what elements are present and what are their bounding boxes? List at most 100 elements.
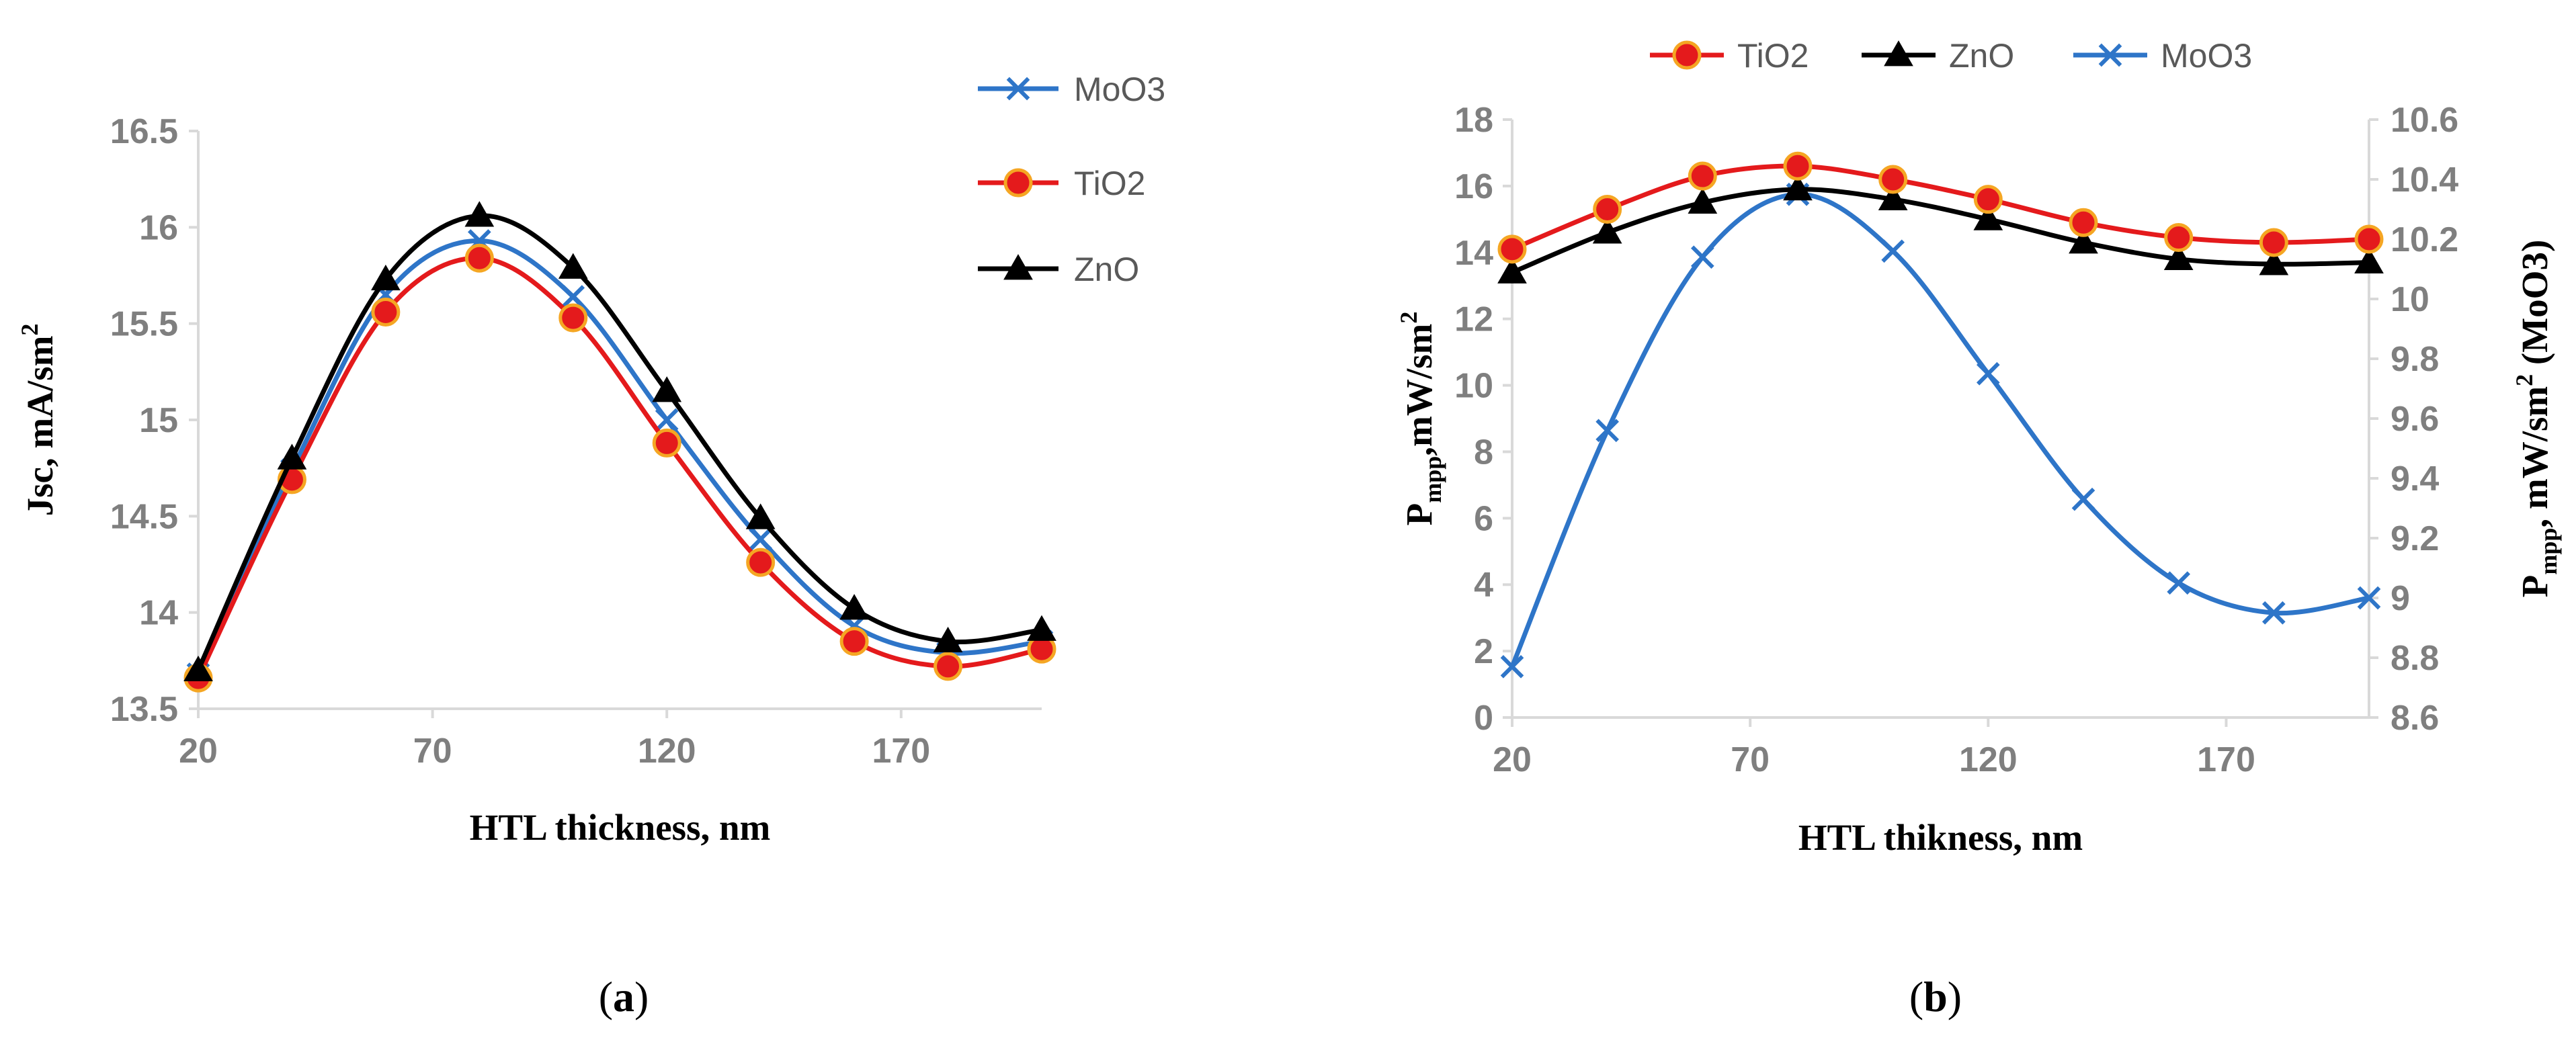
panel-b-y-tick-label: 10 xyxy=(1454,367,1493,406)
panel-b-y2-axis-title-sup: 2 xyxy=(2511,374,2538,386)
legend-label-tio2: TiO2 xyxy=(1737,37,1809,75)
panel-a-y-tick-label: 14 xyxy=(139,594,178,633)
panel-b-point-zno xyxy=(1783,174,1813,201)
panel-b-y2-tick-label: 10.6 xyxy=(2391,101,2458,140)
panel-b-y-axis-title: Pmpp,mW/sm2 xyxy=(1395,312,1446,526)
panel-b-series xyxy=(1497,151,2384,679)
panel-b-y-tick-label: 4 xyxy=(1474,566,1493,605)
panel-b-y-tick-label: 6 xyxy=(1474,499,1493,538)
panel-a-series xyxy=(183,201,1056,693)
panel-b-x-tick-label: 70 xyxy=(1731,740,1770,779)
panel-b-point-moo3 xyxy=(2167,571,2190,595)
legend-item-zno: ZnO xyxy=(978,251,1139,288)
panel-b-y-tick-label: 8 xyxy=(1474,433,1493,472)
panel-b-point-zno xyxy=(1688,187,1718,214)
panel-a-caption: (a) xyxy=(599,973,649,1021)
legend-item-tio2: TiO2 xyxy=(978,165,1146,202)
panel-b-line-moo3 xyxy=(1509,191,2370,668)
panel-b-y-tick-label: 18 xyxy=(1454,101,1493,140)
panel-a-series-moo3 xyxy=(186,229,1054,686)
panel-a-series-tio2 xyxy=(183,243,1056,693)
legend-item-moo3: MoO3 xyxy=(2073,37,2252,75)
panel-b-series-zno xyxy=(1497,174,2384,284)
panel-a-point-moo3 xyxy=(655,408,679,432)
panel-b-y2-tick-label: 10.4 xyxy=(2391,161,2458,200)
panel-b-y2-axis-title-main: P xyxy=(2514,575,2555,598)
panel-b-line-tio2 xyxy=(1511,163,2370,252)
panel-a-y-tick-label: 13.5 xyxy=(110,690,178,729)
panel-b-point-moo3 xyxy=(1691,245,1714,269)
panel-a-y-axis-title: Jsc, mA/sm2 xyxy=(16,324,60,517)
panel-a-point-zno xyxy=(558,253,588,279)
panel-b-y2-tick-label: 10.2 xyxy=(2391,220,2458,259)
legend-item-moo3: MoO3 xyxy=(978,71,1165,108)
legend-label-tio2: TiO2 xyxy=(1074,165,1146,202)
panel-a-point-zno xyxy=(839,594,869,620)
panel-b-point-moo3 xyxy=(2357,586,2381,610)
panel-a-y-tick-label: 15.5 xyxy=(110,305,178,344)
panel-a-y-tick-label: 14.5 xyxy=(110,497,178,536)
panel-b-y2-tick-label: 8.6 xyxy=(2391,699,2439,738)
panel-a-point-zno xyxy=(277,443,307,470)
panel-b-y2-tick-label: 9.2 xyxy=(2391,519,2439,558)
panel-b-point-moo3 xyxy=(2071,487,2095,511)
panel-a-y-axis-title-sup: 2 xyxy=(16,324,43,336)
panel-b-point-zno xyxy=(1497,257,1527,284)
panel-a-line-zno xyxy=(196,213,1042,672)
panel-b-y2-tick-label: 8.8 xyxy=(2391,639,2439,678)
panel-a-point-tio2 xyxy=(464,243,494,273)
panel-b-y-tick-label: 12 xyxy=(1454,300,1493,339)
panel-b-y2-axis-title-tail: (MoO3) xyxy=(2514,240,2555,374)
legend-marker-tio2 xyxy=(1672,40,1702,70)
panel-a-point-zno xyxy=(745,503,776,529)
panel-a-y-axis-title-main: Jsc, mA/sm xyxy=(19,336,60,517)
panel-a-y-tick-label: 16 xyxy=(139,208,178,247)
legend-item-tio2: TiO2 xyxy=(1650,37,1809,75)
panel-b-point-tio2 xyxy=(1783,151,1813,181)
panel-a-point-tio2 xyxy=(839,627,869,656)
panel-b-point-zno xyxy=(2354,247,2384,273)
panel-b-legend: TiO2 ZnO MoO3 xyxy=(1650,37,2252,75)
panel-b-point-zno xyxy=(2163,244,2194,271)
panel-a-caption-letter: a xyxy=(613,973,634,1021)
panel-a-point-moo3 xyxy=(749,527,772,552)
panel-b-point-zno xyxy=(2069,228,2098,254)
panel-a-point-zno xyxy=(1027,615,1056,641)
legend-marker-tio2 xyxy=(1003,168,1033,198)
panel-b-x-tick-label: 120 xyxy=(1959,740,2018,779)
panel-a-y-tick-label: 15 xyxy=(139,401,178,440)
panel-b-y-tick-label: 2 xyxy=(1474,632,1493,671)
panel-b-point-tio2 xyxy=(2259,228,2288,257)
panel-a-chart: 13.5 14 14.5 15 15.5 16 16.5 20 70 120 170 MoO3 TiO… xyxy=(16,71,1165,848)
panel-a-line-moo3 xyxy=(196,238,1042,675)
panel-a-point-zno xyxy=(933,626,963,653)
panel-b-point-moo3 xyxy=(1977,361,2000,386)
panel-b-y2-tick-label: 9 xyxy=(2391,579,2410,618)
panel-b-y-axis-title-sup: 2 xyxy=(1395,312,1422,324)
panel-b-point-moo3 xyxy=(2262,601,2286,625)
panel-b-point-moo3 xyxy=(1595,419,1619,443)
panel-b-caption: (b) xyxy=(1909,973,1962,1021)
panel-b-point-tio2 xyxy=(2164,223,2194,253)
panel-b-point-tio2 xyxy=(1973,185,2003,214)
panel-b-y-axis-title-main: P xyxy=(1399,503,1440,526)
panel-a-point-zno xyxy=(652,376,682,402)
panel-a-point-moo3 xyxy=(561,285,585,308)
panel-b-y2-axis-title: Pmpp, mW/sm2 (MoO3) xyxy=(2511,240,2562,598)
panel-a-x-tick-label: 70 xyxy=(413,732,452,771)
legend-label-moo3: MoO3 xyxy=(1074,71,1165,108)
legend-label-zno: ZnO xyxy=(1074,251,1139,288)
panel-b-y-tick-label: 0 xyxy=(1474,699,1493,738)
panel-b-series-moo3 xyxy=(1500,182,2381,679)
legend-item-zno: ZnO xyxy=(1862,37,2014,75)
panel-a-point-zno xyxy=(183,655,213,682)
panel-b-point-zno xyxy=(1592,218,1622,244)
legend-label-zno: ZnO xyxy=(1949,37,2014,75)
panel-b-point-zno xyxy=(1878,184,1908,211)
panel-b-point-tio2 xyxy=(1497,234,1527,264)
panel-a-x-tick-label: 170 xyxy=(872,732,930,771)
panel-a-point-tio2 xyxy=(652,428,681,458)
legend-marker-zno xyxy=(1003,254,1033,280)
panel-b-point-zno xyxy=(2259,249,2289,275)
